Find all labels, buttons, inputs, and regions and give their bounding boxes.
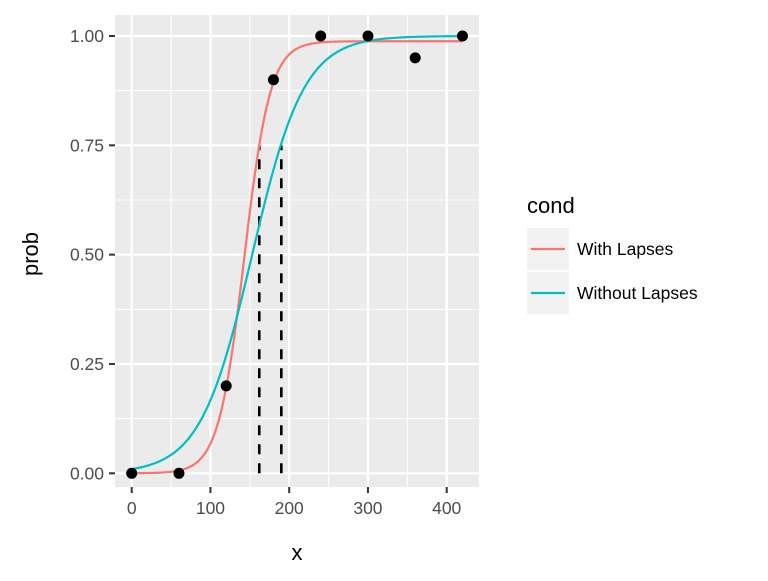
x-tick-label: 200 [275, 498, 304, 518]
curve-with-lapses [131, 40, 463, 475]
axes: 0 100 200 300 400 0.00 0.25 0.50 0.75 1.00 [70, 26, 462, 518]
threshold-lines [257, 145, 283, 474]
y-tick-label: 1.00 [70, 26, 104, 46]
legend-title: cond [527, 193, 575, 218]
plot-panel [115, 15, 479, 487]
x-tick-label: 300 [353, 498, 382, 518]
y-tick-label: 0.00 [70, 463, 104, 483]
data-point [362, 30, 374, 42]
x-tick-label: 400 [432, 498, 461, 518]
y-tick-label: 0.25 [70, 354, 104, 374]
data-point [267, 74, 279, 86]
data-point [220, 380, 232, 392]
x-axis-title: x [292, 540, 303, 565]
grid [115, 15, 479, 487]
curve-without-lapses [131, 35, 463, 471]
legend: cond With Lapses Without Lapses [527, 193, 698, 314]
x-tick-label: 0 [127, 498, 137, 518]
data-point [409, 52, 421, 64]
y-axis-title: prob [18, 232, 43, 276]
data-point [315, 30, 327, 42]
fitted-curves [131, 35, 463, 475]
y-tick-label: 0.50 [70, 245, 104, 265]
data-point [173, 467, 185, 479]
y-tick-label: 0.75 [70, 135, 104, 155]
data-point [126, 467, 138, 479]
data-point [456, 30, 468, 42]
x-tick-label: 100 [196, 498, 225, 518]
legend-label: With Lapses [577, 239, 674, 259]
legend-label: Without Lapses [577, 283, 698, 303]
data-points [126, 30, 468, 479]
